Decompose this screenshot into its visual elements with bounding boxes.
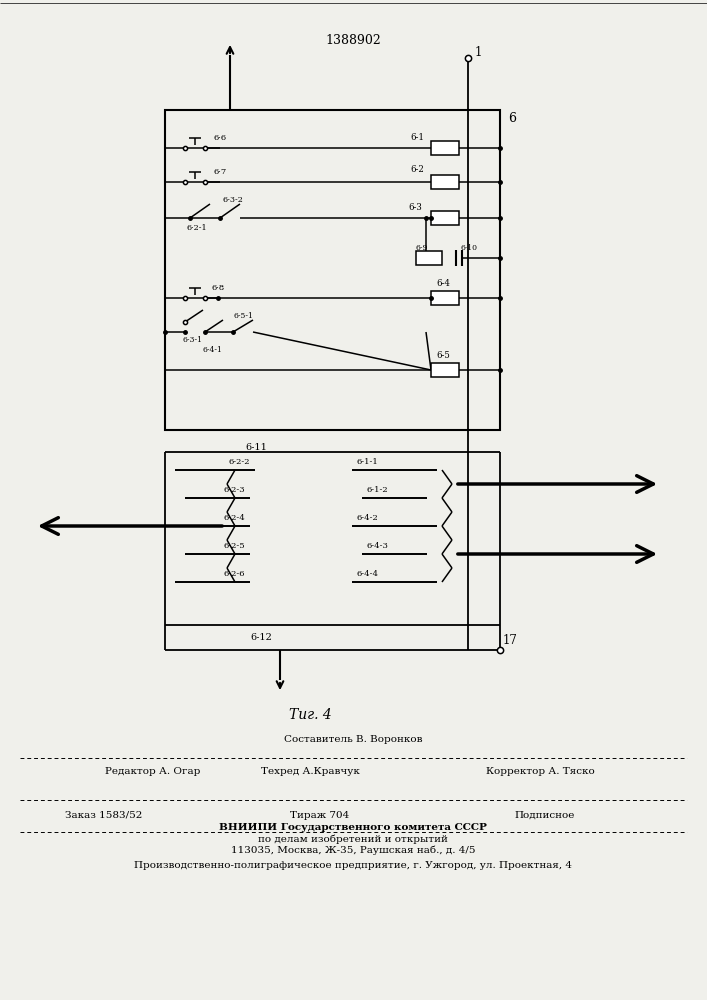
Text: 6-3-2: 6-3-2 [223, 196, 243, 204]
Text: по делам изобретений и открытий: по делам изобретений и открытий [258, 834, 448, 844]
Text: 6-3-1: 6-3-1 [183, 336, 203, 344]
Bar [165, 110, 500, 430]
Text: 6·6: 6·6 [214, 134, 226, 142]
Text: 6-5: 6-5 [436, 352, 450, 360]
Text: 6-2-5: 6-2-5 [223, 542, 245, 550]
Text: Производственно-полиграфическое предприятие, г. Ужгород, ул. Проектная, 4: Производственно-полиграфическое предприя… [134, 861, 572, 870]
Text: 6-4-2: 6-4-2 [357, 514, 379, 522]
Text: 6-4-4: 6-4-4 [357, 570, 379, 578]
Text: 6-2-3: 6-2-3 [223, 486, 245, 494]
Text: 113035, Москва, Ж-35, Раушская наб., д. 4/5: 113035, Москва, Ж-35, Раушская наб., д. … [230, 845, 475, 855]
Bar [431, 211, 459, 225]
Bar [431, 141, 459, 155]
Text: 1388902: 1388902 [325, 33, 381, 46]
Text: Редактор А. Огар: Редактор А. Огар [105, 768, 200, 776]
Text: Составитель В. Воронков: Составитель В. Воронков [284, 736, 422, 744]
Text: 6·7: 6·7 [214, 168, 227, 176]
Bar [431, 363, 459, 377]
Text: 6-4: 6-4 [436, 279, 450, 288]
Text: 6: 6 [508, 111, 516, 124]
Text: 6-4-3: 6-4-3 [367, 542, 389, 550]
Text: 6-2: 6-2 [410, 165, 424, 174]
Text: 1: 1 [474, 45, 481, 58]
Text: 6-2-2: 6-2-2 [228, 458, 250, 466]
Text: 6-1-2: 6-1-2 [367, 486, 389, 494]
Text: 6-5-1: 6-5-1 [233, 312, 253, 320]
Text: 6-11: 6-11 [245, 444, 267, 452]
Text: Тираж 704: Тираж 704 [291, 810, 350, 820]
Text: 6-12: 6-12 [250, 633, 272, 642]
Bar [416, 251, 442, 265]
Bar [431, 291, 459, 305]
Text: Корректор А. Тяско: Корректор А. Тяско [486, 768, 595, 776]
Text: Заказ 1583/52: Заказ 1583/52 [65, 810, 142, 820]
Text: 6-4-1: 6-4-1 [203, 346, 223, 354]
Text: 6-9: 6-9 [416, 244, 428, 252]
Text: 6-1: 6-1 [410, 133, 424, 142]
Bar [431, 175, 459, 189]
Text: 6-3: 6-3 [408, 204, 422, 213]
Text: 6·2-1: 6·2-1 [187, 224, 208, 232]
Text: 17: 17 [503, 634, 518, 647]
Text: 6-2-6: 6-2-6 [223, 570, 245, 578]
Text: Техред А.Кравчук: Техред А.Кравчук [261, 768, 359, 776]
Text: 6·8: 6·8 [211, 284, 225, 292]
Text: ВНИИПИ Государственного комитета СССР: ВНИИПИ Государственного комитета СССР [219, 822, 487, 832]
Text: 6-2-4: 6-2-4 [223, 514, 245, 522]
Text: Τиг. 4: Τиг. 4 [288, 708, 332, 722]
Text: 6-1-1: 6-1-1 [357, 458, 379, 466]
Text: 6·10: 6·10 [461, 244, 478, 252]
Text: Подписное: Подписное [515, 810, 575, 820]
